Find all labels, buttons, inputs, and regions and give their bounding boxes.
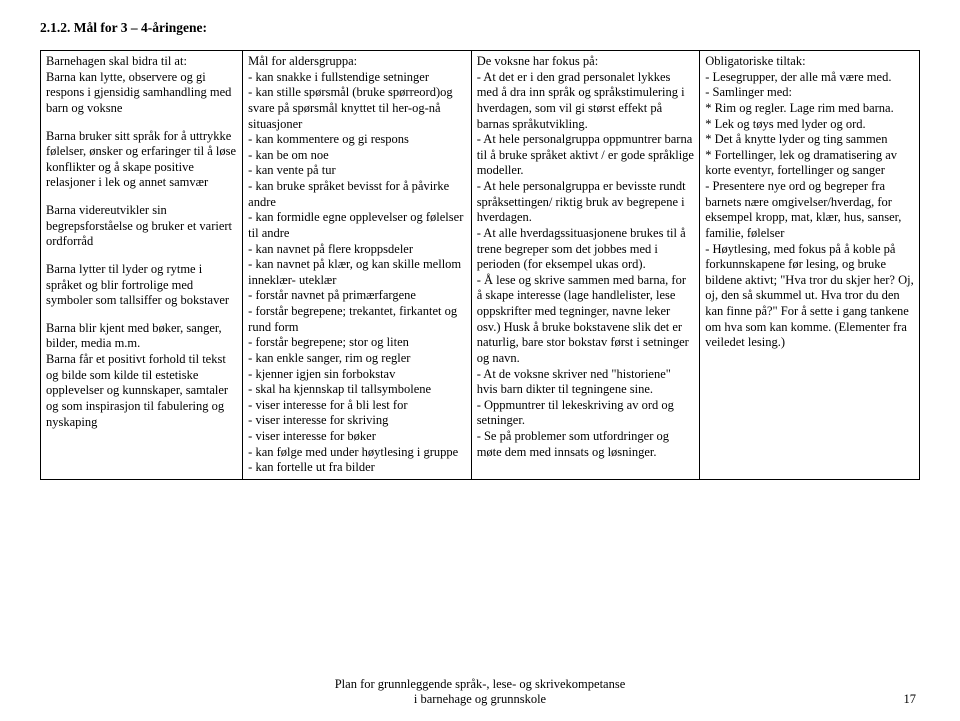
col2-b6: - kan bruke språket bevisst for å påvirk…: [248, 179, 466, 210]
col2-b3: - kan kommentere og gi respons: [248, 132, 466, 148]
col1-p5: Barna blir kjent med bøker, sanger, bild…: [46, 321, 237, 352]
col2-b12: - forstår begrepene; stor og liten: [248, 335, 466, 351]
col1-header: Barnehagen skal bidra til at:: [46, 54, 237, 70]
col2-b17: - viser interesse for skriving: [248, 413, 466, 429]
footer-line2: i barnehage og grunnskole: [414, 692, 546, 706]
col2-b19: - kan følge med under høytlesing i grupp…: [248, 445, 466, 461]
col4-b2: - Samlinger med:: [705, 85, 914, 101]
col2-b8: - kan navnet på flere kroppsdeler: [248, 242, 466, 258]
col1-p4: Barna lytter til lyder og rytme i språke…: [46, 262, 237, 309]
col2-b10: - forstår navnet på primærfargene: [248, 288, 466, 304]
col3-b4: - At alle hverdagssituasjonene brukes ti…: [477, 226, 695, 273]
goals-table: Barnehagen skal bidra til at: Barna kan …: [40, 50, 920, 480]
col2-header: Mål for aldersgruppa:: [248, 54, 466, 70]
col2-b20: - kan fortelle ut fra bilder: [248, 460, 466, 476]
col1-p3: Barna videreutvikler sin begrepsforståel…: [46, 203, 237, 250]
col4-header: Obligatoriske tiltak:: [705, 54, 914, 70]
col4-b5: * Det å knytte lyder og ting sammen: [705, 132, 914, 148]
col3-b6: - At de voksne skriver ned "historiene" …: [477, 367, 695, 398]
col2-b11: - forstår begrepene; trekantet, firkante…: [248, 304, 466, 335]
col2-b14: - kjenner igjen sin forbokstav: [248, 367, 466, 383]
col4-b6: * Fortellinger, lek og dramatisering av …: [705, 148, 914, 179]
col3-b5: - Å lese og skrive sammen med barna, for…: [477, 273, 695, 367]
col2-b13: - kan enkle sanger, rim og regler: [248, 351, 466, 367]
col3-header: De voksne har fokus på:: [477, 54, 695, 70]
col3-cell: De voksne har fokus på: - At det er i de…: [471, 51, 700, 480]
col2-b15: - skal ha kjennskap til tallsymbolene: [248, 382, 466, 398]
col3-b2: - At hele personalgruppa oppmuntrer barn…: [477, 132, 695, 179]
col1-p2: Barna bruker sitt språk for å uttrykke f…: [46, 129, 237, 192]
col2-cell: Mål for aldersgruppa: - kan snakke i ful…: [243, 51, 472, 480]
col4-b8: - Høytlesing, med fokus på å koble på fo…: [705, 242, 914, 351]
col4-b3: * Rim og regler. Lage rim med barna.: [705, 101, 914, 117]
col2-b18: - viser interesse for bøker: [248, 429, 466, 445]
footer-line1: Plan for grunnleggende språk-, lese- og …: [335, 677, 626, 691]
col4-cell: Obligatoriske tiltak: - Lesegrupper, der…: [700, 51, 920, 480]
col1-p1: Barna kan lytte, observere og gi respons…: [46, 70, 237, 117]
col4-b4: * Lek og tøys med lyder og ord.: [705, 117, 914, 133]
col2-b5: - kan vente på tur: [248, 163, 466, 179]
col2-b1: - kan snakke i fullstendige setninger: [248, 70, 466, 86]
col3-b1: - At det er i den grad personalet lykkes…: [477, 70, 695, 133]
col2-b16: - viser interesse for å bli lest for: [248, 398, 466, 414]
col4-b1: - Lesegrupper, der alle må være med.: [705, 70, 914, 86]
page-footer: Plan for grunnleggende språk-, lese- og …: [0, 677, 960, 707]
col3-b3: - At hele personalgruppa er bevisste run…: [477, 179, 695, 226]
col2-b9: - kan navnet på klær, og kan skille mell…: [248, 257, 466, 288]
section-heading: 2.1.2. Mål for 3 – 4-åringene:: [40, 20, 920, 36]
col2-b4: - kan be om noe: [248, 148, 466, 164]
col2-b2: - kan stille spørsmål (bruke spørreord)o…: [248, 85, 466, 132]
col1-p6: Barna får et positivt forhold til tekst …: [46, 352, 237, 430]
footer-page-number: 17: [904, 692, 917, 707]
col3-b7: - Oppmuntrer til lekeskriving av ord og …: [477, 398, 695, 429]
col2-b7: - kan formidle egne opplevelser og følel…: [248, 210, 466, 241]
col1-cell: Barnehagen skal bidra til at: Barna kan …: [41, 51, 243, 480]
col4-b7: - Presentere nye ord og begreper fra bar…: [705, 179, 914, 242]
col3-b8: - Se på problemer som utfordringer og mø…: [477, 429, 695, 460]
